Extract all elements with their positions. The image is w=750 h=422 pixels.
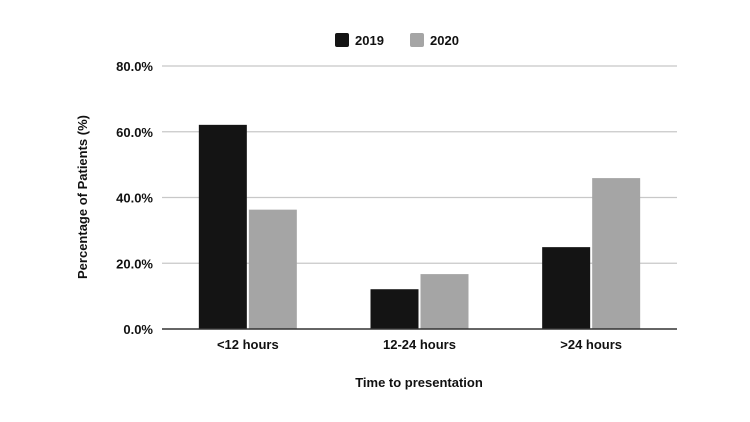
legend-swatch bbox=[410, 33, 424, 47]
bars bbox=[198, 124, 641, 329]
legend-label: 2020 bbox=[430, 33, 459, 48]
bar-2019-1 bbox=[370, 289, 419, 329]
y-tick-label: 60.0% bbox=[116, 125, 153, 140]
x-axis-tick-labels: <12 hours 12-24 hours >24 hours bbox=[217, 337, 622, 352]
y-tick-label: 80.0% bbox=[116, 59, 153, 74]
x-axis-title: Time to presentation bbox=[355, 375, 483, 390]
legend-label: 2019 bbox=[355, 33, 384, 48]
legend-item-2019: 2019 bbox=[335, 33, 384, 48]
bar-2019-2 bbox=[542, 247, 591, 329]
y-tick-label: 40.0% bbox=[116, 191, 153, 206]
x-tick-label: <12 hours bbox=[217, 337, 279, 352]
gridlines bbox=[162, 65, 677, 264]
y-tick-label: 20.0% bbox=[116, 256, 153, 271]
y-axis-title: Percentage of Patients (%) bbox=[75, 115, 90, 279]
y-tick-label: 0.0% bbox=[123, 322, 153, 337]
x-tick-label: 12-24 hours bbox=[383, 337, 456, 352]
bar-2020-2 bbox=[592, 178, 641, 329]
legend-swatch bbox=[335, 33, 349, 47]
bar-2020-1 bbox=[420, 274, 469, 329]
legend-item-2020: 2020 bbox=[410, 33, 459, 48]
bar-2019-0 bbox=[198, 124, 247, 329]
x-tick-label: >24 hours bbox=[560, 337, 622, 352]
chart-legend: 2019 2020 bbox=[335, 33, 459, 48]
bar-2020-0 bbox=[248, 209, 297, 329]
y-axis-tick-labels: 0.0% 20.0% 40.0% 60.0% 80.0% bbox=[116, 59, 153, 337]
